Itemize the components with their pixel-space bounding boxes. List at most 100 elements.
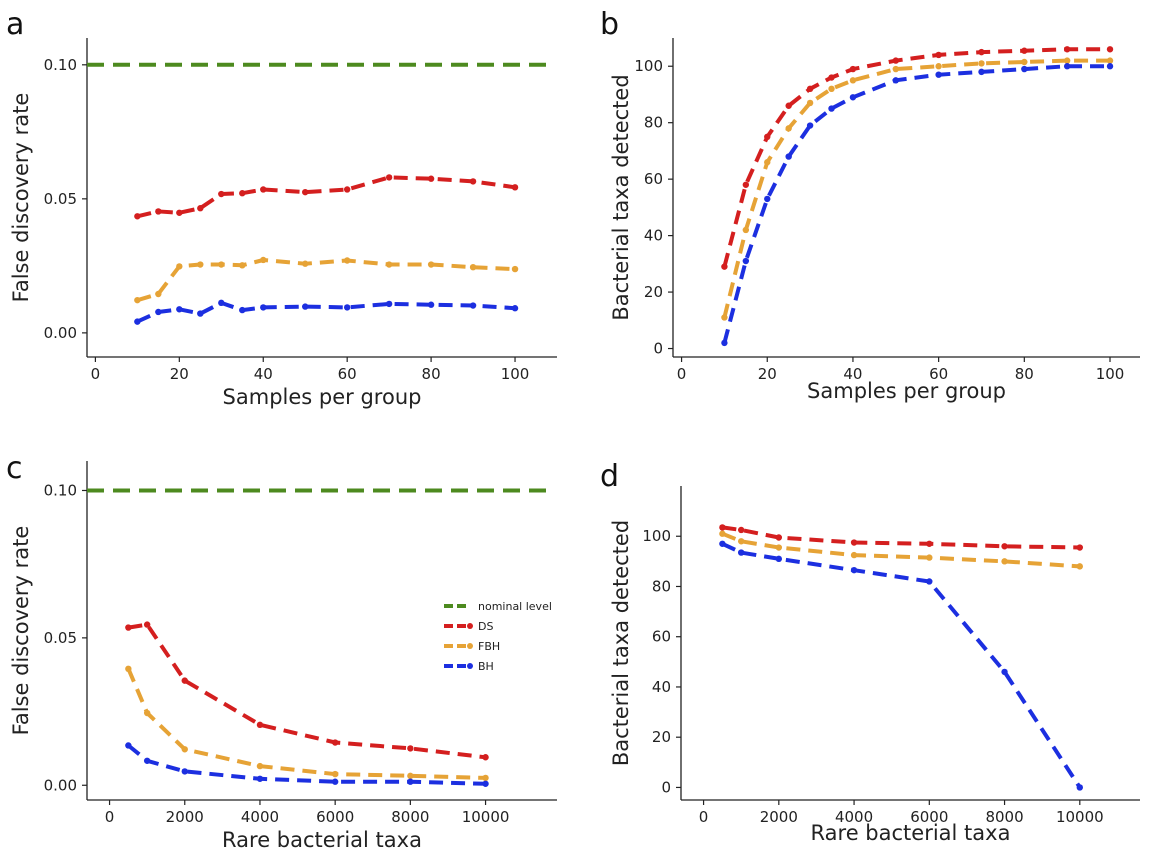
panel-d-y-tick-label: 60 xyxy=(652,628,671,646)
panel-d-series-bh-point xyxy=(1076,784,1084,791)
panel-letter-a: a xyxy=(6,7,24,42)
panel-d-series-fbh-point xyxy=(850,551,858,559)
panel-d-x-tick-label: 10000 xyxy=(1056,808,1104,826)
panel-a-series-bh-point xyxy=(218,299,225,307)
panel-d-x-tick-label: 4000 xyxy=(835,808,873,826)
panel-d-chart: 0 2000 4000 6000 8000 10000 0 20 40 60 80 100 Rare b… xyxy=(609,486,1140,845)
panel-letter-c: c xyxy=(6,451,23,486)
panel-c-series-bh-point xyxy=(482,780,489,787)
panel-c-series-bh-point xyxy=(143,757,151,764)
panel-a-chart: 0 20 40 60 80 100 0.00 0.05 0.10 Samples per grou… xyxy=(9,38,557,409)
panel-letter-d: d xyxy=(600,459,619,494)
panel-c-series-ds-point xyxy=(331,739,339,746)
panel-a-series-ds-point xyxy=(511,184,519,191)
panel-c-series-fbh-point xyxy=(407,772,414,780)
panel-a-series-ds-point xyxy=(343,186,351,193)
panel-c-series-bh-line xyxy=(127,743,486,786)
panel-a-x-tick-label: 80 xyxy=(422,365,441,383)
panel-b-y-tick-label: 20 xyxy=(644,283,663,301)
panel-c-x-tick-label: 10000 xyxy=(462,808,510,826)
panel-a-series-bh-point xyxy=(427,301,435,308)
legend-label-ds: DS xyxy=(478,620,493,633)
panel-d-x-tick-label: 6000 xyxy=(910,808,948,826)
panel-d-series-ds-point xyxy=(775,534,783,541)
panel-b-series-ds-point xyxy=(935,51,942,59)
panel-d-series-ds-point xyxy=(850,539,858,546)
panel-c-series-fbh-point xyxy=(143,709,151,717)
panel-b-x-axis-label: Samples per group xyxy=(807,379,1006,403)
panel-a-series-fbh-line xyxy=(136,258,516,303)
panel-a-series-bh-line xyxy=(136,300,516,324)
panel-b-series-fbh-point xyxy=(1106,57,1114,64)
panel-a-y-axis-label: False discovery rate xyxy=(9,93,33,303)
panel-b-series-fbh-point xyxy=(764,159,771,166)
panel-a-series-fbh-point xyxy=(427,261,435,268)
legend-marker-bh xyxy=(467,663,473,669)
panel-c-y-tick-label: 0.05 xyxy=(44,629,77,647)
panel-b-series-bh-point xyxy=(935,71,942,78)
panel-a-series-bh-point xyxy=(239,306,246,314)
panel-b-series-bh-point xyxy=(742,257,750,265)
panel-d-series-bh-point xyxy=(1001,668,1008,676)
panel-b-series-bh-point xyxy=(721,339,728,347)
panel-a-series-fbh-point xyxy=(176,263,183,270)
panel-b-series-ds-point xyxy=(721,263,728,270)
panel-b-series-ds-point xyxy=(785,102,792,109)
panel-a-series-bh-point xyxy=(302,303,309,310)
panel-a-series-ds-point xyxy=(302,188,309,196)
panel-b-x-tick-label: 60 xyxy=(929,365,948,383)
panel-b-x-tick-label: 80 xyxy=(1015,365,1034,383)
panel-a-series-bh-point xyxy=(385,300,393,308)
panel-c-series-bh-point xyxy=(125,742,132,749)
panel-b-y-tick-label: 0 xyxy=(653,340,663,358)
panel-c-series-ds-point xyxy=(482,754,489,761)
panel-a-series-fbh-point xyxy=(218,261,225,268)
panel-d-series-fbh-point xyxy=(719,530,726,537)
panel-c-y-tick-label: 0.10 xyxy=(44,481,77,499)
panel-b-x-tick-label: 40 xyxy=(843,365,862,383)
panel-a-series-ds-point xyxy=(134,213,141,220)
panel-b-series-fbh-point xyxy=(742,226,750,234)
panel-c-series-fbh-point xyxy=(256,762,264,770)
panel-d-y-tick-label: 40 xyxy=(652,678,671,696)
panel-a-series-ds-point xyxy=(197,205,204,212)
panel-d-x-tick-label: 0 xyxy=(699,808,709,826)
panel-a-y-tick-label: 0.00 xyxy=(44,324,77,342)
panel-a-x-tick-label: 60 xyxy=(338,365,357,383)
panel-d-series-fbh-point xyxy=(1001,558,1008,565)
panel-a-x-tick-label: 40 xyxy=(254,365,273,383)
panel-a-series-bh-point xyxy=(155,308,162,316)
panel-b-series-ds-point xyxy=(1106,46,1114,53)
panel-c-series-fbh-point xyxy=(181,746,188,753)
panel-a-series-ds-point xyxy=(427,175,435,182)
panel-b-series-bh-point xyxy=(892,77,899,84)
panel-c-y-tick-label: 0.00 xyxy=(44,776,77,794)
panel-a-series-bh-point xyxy=(511,305,519,312)
panel-d-series-ds-point xyxy=(1001,543,1008,550)
panel-b-series-ds-line xyxy=(722,47,1110,268)
panel-d-series-fbh-point xyxy=(926,554,933,561)
panel-d-series-ds-point xyxy=(737,526,745,534)
panel-a-series-bh-point xyxy=(134,318,141,325)
panel-c-series-fbh-point xyxy=(482,774,489,782)
panel-c-x-tick-label: 0 xyxy=(105,808,115,826)
panel-b-series-ds-point xyxy=(978,48,985,56)
legend: nominal level DS FBH BH xyxy=(444,600,552,673)
panel-b-series-fbh-point xyxy=(849,77,857,84)
panel-a-series-fbh-point xyxy=(197,261,204,268)
legend-label-fbh: FBH xyxy=(478,640,500,653)
legend-label-nominal: nominal level xyxy=(478,600,552,613)
panel-a-series-ds-line xyxy=(136,175,516,219)
panel-b-series-fbh-point xyxy=(892,65,899,73)
panel-c-series-bh-point xyxy=(181,768,188,775)
panel-a-series-ds-point xyxy=(469,178,477,185)
panel-b-series-ds-point xyxy=(1063,46,1071,53)
panel-b-series-fbh-point xyxy=(785,125,792,132)
panel-d-y-tick-label: 80 xyxy=(652,577,671,595)
panel-b-x-tick-label: 0 xyxy=(677,365,687,383)
panel-c-x-tick-label: 8000 xyxy=(391,808,429,826)
panel-b-series-bh-line xyxy=(722,64,1110,344)
panel-a-series-bh-point xyxy=(260,304,267,311)
panel-d-x-tick-label: 2000 xyxy=(760,808,798,826)
